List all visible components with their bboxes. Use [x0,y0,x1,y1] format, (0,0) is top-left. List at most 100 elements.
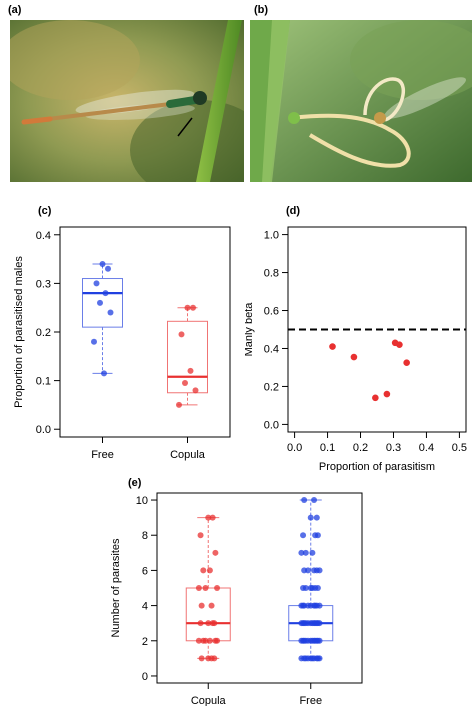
data-point [93,280,100,287]
data-point [176,401,182,408]
data-point [313,514,320,521]
data-point [309,549,316,556]
x-tick-label: 0.2 [353,442,368,454]
box-iqr [82,278,123,328]
data-point [97,299,103,306]
damselfly-photo-b [250,20,472,182]
data-point [200,637,207,644]
chart-c-plot-area: 0.0 0.1 0.2 0.3 0.4 Proportion of parasitised… [13,226,231,461]
data-point [307,585,314,591]
data-point [311,567,318,574]
x-tick-label: 0.1 [320,442,335,454]
data-point [197,620,204,627]
plot-frame [156,492,363,684]
data-point [195,637,202,644]
panel-label-a: (a) [8,4,22,16]
data-point [214,585,221,591]
data-point [383,390,391,398]
y-axis-label: Proportion of parasitised males [13,256,25,408]
data-point [301,497,308,504]
data-point [101,370,107,377]
data-point [305,602,311,609]
y-tick-label: 2 [142,636,148,648]
data-point [205,514,212,521]
y-axis-label: Manly beta [245,302,255,357]
data-point [206,567,213,574]
x-tick-label: 0.4 [419,442,434,454]
data-point [198,655,205,662]
y-tick-label: 0.4 [264,343,279,355]
y-tick-label: 0.3 [36,278,51,290]
data-point [311,602,318,609]
y-tick-label: 0.2 [264,381,279,393]
data-point [197,532,204,539]
data-point [205,620,212,627]
data-point [105,265,111,272]
x-tick-label: 0.5 [452,442,467,454]
data-point [107,309,114,316]
data-point [206,637,213,644]
data-point [316,567,323,574]
x-tick-label: Copula [191,695,227,706]
y-tick-label: 0.0 [264,419,279,431]
chart-e-plot-area: 0 2 4 6 8 10 Number of parasites Copula Free [110,492,363,706]
data-point [192,387,199,394]
chart-c-box-plot: 0.0 0.1 0.2 0.3 0.4 Proportion of parasitised… [13,226,231,461]
y-tick-label: 0 [142,671,148,683]
panel-label-e: (e) [128,477,142,489]
plot-frame [59,226,231,438]
x-tick-label: Copula [170,449,206,461]
data-point [298,549,305,556]
data-point [309,620,316,627]
chart-e-box-plot: 0 2 4 6 8 10 Number of parasites Copula Free [110,492,363,706]
data-point [209,514,216,521]
data-point [298,602,305,609]
y-tick-label: 0.0 [36,424,51,436]
data-point [211,620,218,627]
y-tick-label: 0.4 [36,230,51,242]
data-point [302,620,309,627]
data-point [202,585,209,591]
box-iqr [185,587,231,642]
data-point [309,637,316,644]
data-point [91,338,97,345]
data-point [350,353,358,361]
data-point [396,341,403,348]
data-point [178,331,185,338]
data-point [314,620,321,627]
data-point [212,549,219,556]
data-point [198,602,205,609]
damselfly-photo-a [10,20,244,182]
data-point [329,343,336,350]
x-tick-label: Free [299,695,322,706]
data-point [300,585,307,591]
y-tick-label: 10 [136,495,148,507]
data-point [403,359,410,367]
data-point [302,549,309,556]
data-point [311,497,318,504]
data-point [307,514,314,521]
x-tick-label: 0.0 [287,442,302,454]
data-point [298,637,305,644]
data-point [300,532,307,539]
data-point [208,602,215,609]
data-point [298,655,305,662]
data-point [195,585,202,591]
data-point [302,637,309,644]
y-tick-label: 0.1 [36,376,51,388]
data-point [187,367,194,374]
y-tick-label: 0.6 [264,306,279,318]
chart-d-scatter-plot: 0.0 0.2 0.4 0.6 0.8 1.0 0.0 0.1 0.2 0.3 0.4 0.5 Prop… [245,226,467,473]
y-tick-label: 0.2 [36,327,51,339]
x-tick-label: 0.3 [386,442,401,454]
data-point [190,304,196,311]
data-point [298,620,305,627]
data-point [312,585,319,591]
panel-label-b: (b) [254,4,269,16]
y-tick-label: 8 [142,530,148,542]
data-point [208,655,215,662]
y-axis-label: Number of parasites [110,538,122,638]
data-point [312,532,319,539]
data-point [212,637,219,644]
box-iqr [167,320,208,394]
